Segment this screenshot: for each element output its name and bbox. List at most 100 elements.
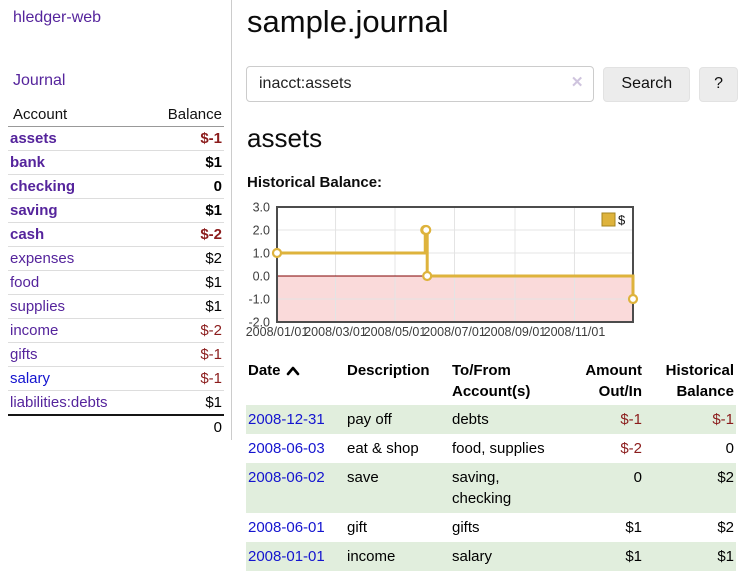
sidebar-account-link[interactable]: checking — [10, 178, 76, 195]
chart-point[interactable] — [422, 270, 433, 282]
register-amount-cell: $1 — [625, 519, 642, 536]
register-accounts-text: salary — [452, 548, 493, 565]
register-balance-cell: $-1 — [712, 411, 734, 428]
accounts-table-body: assets $-1 bank $1 checking 0 saving $1 cash $-2 e… — [8, 126, 224, 416]
register-accounts-cell: gifts — [450, 513, 578, 542]
search-button[interactable]: Search — [603, 66, 691, 102]
accounts-total-row: 0 — [8, 414, 224, 439]
account-balance: $1 — [142, 294, 224, 319]
register-amount-cell: 0 — [633, 469, 642, 486]
search-form: ✕ Search ? — [246, 66, 738, 102]
sidebar-account-link[interactable]: saving — [10, 202, 58, 219]
register-balance-cell: $1 — [717, 548, 734, 565]
register-header-amount: Amount Out/In — [585, 362, 642, 400]
register-date-link[interactable]: 2008-06-01 — [248, 519, 325, 536]
y-axis-tick-label: 2.0 — [253, 224, 270, 238]
sidebar-account-link[interactable]: bank — [10, 154, 46, 171]
accounts-table: Account Balance assets $-1 bank $1 checking 0… — [8, 103, 224, 439]
sidebar-account-link[interactable]: liabilities:debts — [10, 394, 108, 411]
account-name-cell: assets — [8, 126, 143, 151]
plot-border — [276, 206, 634, 323]
account-row: cash $-2 — [8, 222, 224, 247]
sort-ascending-icon — [286, 366, 299, 376]
register-accounts-cell: food, supplies — [450, 434, 578, 463]
account-row: saving $1 — [8, 198, 224, 223]
account-row: supplies $1 — [8, 294, 224, 319]
account-row: food $1 — [8, 270, 224, 295]
account-balance: $-2 — [142, 318, 224, 343]
register-description-cell: save — [347, 469, 379, 486]
account-row: income $-2 — [8, 318, 224, 343]
register-date-link[interactable]: 2008-06-03 — [248, 440, 325, 457]
brand-link[interactable]: hledger-web — [13, 9, 102, 26]
legend-label: $ — [618, 213, 626, 228]
account-balance: $1 — [142, 198, 224, 223]
chart-point[interactable] — [271, 247, 283, 259]
accounts-header-balance: Balance — [142, 103, 224, 127]
register-description-cell: pay off — [347, 411, 392, 428]
register-row: 2008-12-31 pay off debts $-1 $-1 — [246, 405, 736, 434]
sidebar: hledger-web Journal Account Balance asse… — [0, 0, 232, 440]
help-button[interactable]: ? — [699, 66, 738, 102]
accounts-total-value: 0 — [142, 414, 224, 439]
y-axis-tick-label: 1.0 — [253, 247, 270, 261]
register-header-date[interactable]: Date — [246, 357, 345, 405]
account-balance: $-1 — [142, 126, 224, 151]
register-header-accounts: To/From Account(s) — [452, 362, 531, 400]
register-date-link[interactable]: 2008-01-01 — [248, 548, 325, 565]
sidebar-account-link[interactable]: expenses — [10, 250, 75, 267]
register-row: 2008-01-01 income salary $1 $1 — [246, 542, 736, 571]
account-balance: $2 — [142, 246, 224, 271]
y-axis-tick-label: 0.0 — [253, 270, 270, 284]
register-date-cell: 2008-06-03 — [246, 434, 345, 463]
chart-point[interactable] — [627, 293, 639, 305]
y-axis-tick-label: 3.0 — [253, 201, 270, 215]
register-table: Date Description To/From Account(s) Amou… — [246, 357, 736, 571]
account-name-cell: cash — [8, 222, 143, 247]
account-balance: $-2 — [142, 222, 224, 247]
register-accounts-text: debts — [452, 411, 489, 428]
register-balance-cell: $2 — [717, 469, 734, 486]
account-name-cell: expenses — [8, 246, 143, 271]
register-accounts-cell: saving, checking — [450, 463, 578, 513]
y-axis-tick-label: -1.0 — [248, 293, 270, 307]
register-amount-cell: $-1 — [620, 411, 642, 428]
register-balance-cell: $2 — [717, 519, 734, 536]
accounts-total-spacer — [8, 414, 143, 439]
register-accounts-text: saving, checking — [452, 469, 512, 507]
register-accounts-text: food, supplies — [452, 440, 545, 457]
account-row: liabilities:debts $1 — [8, 390, 224, 416]
sidebar-account-link[interactable]: food — [10, 274, 40, 291]
account-name-cell: liabilities:debts — [8, 390, 143, 416]
sidebar-account-link[interactable]: supplies — [10, 298, 66, 315]
sidebar-account-link[interactable]: salary — [10, 370, 51, 387]
register-row: 2008-06-03 eat & shop food, supplies $-2 0 — [246, 434, 736, 463]
account-row: bank $1 — [8, 150, 224, 175]
page-title: sample.journal — [247, 4, 449, 39]
search-input[interactable] — [246, 66, 595, 102]
chart-title: Historical Balance: — [247, 174, 383, 191]
clear-search-icon[interactable]: ✕ — [570, 74, 584, 91]
sidebar-account-link[interactable]: cash — [10, 226, 45, 243]
register-date-link[interactable]: 2008-12-31 — [248, 411, 325, 428]
account-balance: $-1 — [142, 342, 224, 367]
sidebar-account-link[interactable]: assets — [10, 130, 57, 147]
register-header-description: Description — [347, 362, 430, 379]
account-name-cell: food — [8, 270, 143, 295]
sidebar-item-journal[interactable]: Journal — [13, 72, 66, 89]
register-description-cell: income — [347, 548, 396, 565]
x-axis-tick-label: 2008/07/01 — [423, 325, 486, 339]
chart-point[interactable] — [421, 224, 432, 236]
register-table-body: 2008-12-31 pay off debts $-1 $-1 2008-06-03 ea… — [246, 405, 736, 571]
register-description-cell: gift — [347, 519, 368, 536]
account-balance: $1 — [142, 390, 224, 416]
register-header-balance: Historical Balance — [665, 362, 734, 400]
register-date-link[interactable]: 2008-06-02 — [248, 469, 325, 486]
account-balance: $1 — [142, 270, 224, 295]
account-name-cell: income — [8, 318, 143, 343]
account-balance: $1 — [142, 150, 224, 175]
sidebar-account-link[interactable]: income — [10, 322, 59, 339]
sidebar-account-link[interactable]: gifts — [10, 346, 38, 363]
account-name-cell: bank — [8, 150, 143, 175]
account-name-cell: saving — [8, 198, 143, 223]
